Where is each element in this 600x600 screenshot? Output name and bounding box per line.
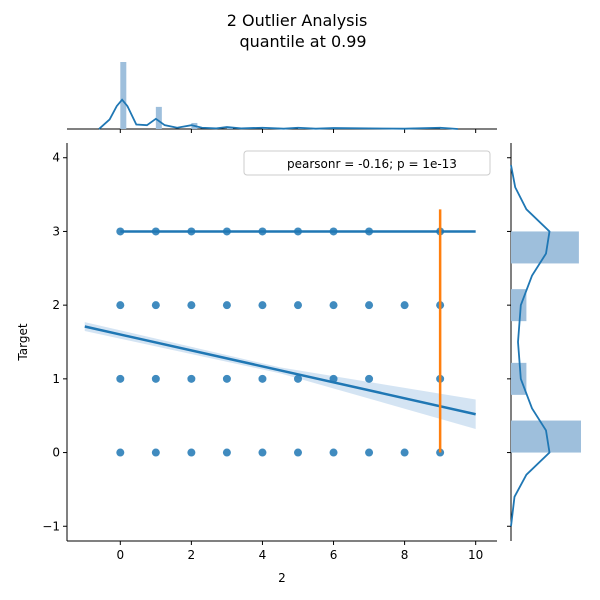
y-tick-label: 1 xyxy=(52,372,60,386)
scatter-point xyxy=(258,448,267,457)
scatter-point xyxy=(222,301,231,310)
top-kde-curve xyxy=(98,98,458,130)
right-histogram-bar xyxy=(511,231,579,264)
main-scatter-plot: 0 2 4 6 8 10 −1 0 1 2 3 4 xyxy=(42,143,497,562)
scatter-point xyxy=(116,301,125,310)
x-tick-label: 4 xyxy=(259,548,267,562)
legend-text: pearsonr = -0.16; p = 1e-13 xyxy=(287,157,457,171)
x-tick-label: 6 xyxy=(330,548,338,562)
scatter-point xyxy=(329,301,338,310)
scatter-point xyxy=(116,374,125,383)
scatter-point xyxy=(151,301,160,310)
x-axis-label: 2 xyxy=(278,571,286,585)
x-tick-label: 8 xyxy=(401,548,409,562)
scatter-point xyxy=(400,448,409,457)
scatter-point xyxy=(293,301,302,310)
top-histogram-bar xyxy=(120,62,127,129)
scatter-point xyxy=(116,448,125,457)
right-histogram-bar xyxy=(511,362,527,395)
right-histogram-bar xyxy=(511,420,581,453)
chart-title-line2: quantile at 0.99 xyxy=(239,32,366,51)
scatter-point xyxy=(151,448,160,457)
scatter-point xyxy=(151,374,160,383)
top-histogram-bar xyxy=(155,106,162,129)
scatter-point xyxy=(187,374,196,383)
chart-title-line1: 2 Outlier Analysis xyxy=(227,11,368,30)
scatter-point xyxy=(222,448,231,457)
scatter-point xyxy=(365,301,374,310)
scatter-point xyxy=(293,374,302,383)
scatter-point xyxy=(187,301,196,310)
legend: pearsonr = -0.16; p = 1e-13 xyxy=(243,150,491,176)
x-tick-label: 2 xyxy=(188,548,196,562)
top-marginal-histogram xyxy=(67,62,497,133)
y-tick-label: −1 xyxy=(42,519,60,533)
regression-line xyxy=(84,325,476,416)
scatter-point xyxy=(365,448,374,457)
x-tick-label: 0 xyxy=(116,548,124,562)
scatter-point xyxy=(258,301,267,310)
scatter-point xyxy=(329,448,338,457)
y-tick-label: 4 xyxy=(52,151,60,165)
scatter-point xyxy=(400,301,409,310)
scatter-point xyxy=(293,448,302,457)
y-tick-label: 2 xyxy=(52,298,60,312)
right-kde-curve xyxy=(510,164,551,527)
scatter-point xyxy=(187,448,196,457)
y-tick-label: 0 xyxy=(52,446,60,460)
legend-box xyxy=(243,150,491,176)
right-histogram-bar xyxy=(511,289,527,322)
y-tick-label: 3 xyxy=(52,224,60,238)
confidence-band xyxy=(84,322,476,429)
scatter-point xyxy=(258,374,267,383)
scatter-point xyxy=(222,374,231,383)
right-marginal-histogram xyxy=(507,143,581,541)
scatter-point xyxy=(365,374,374,383)
x-tick-label: 10 xyxy=(468,548,483,562)
y-axis-label: Target xyxy=(16,323,30,361)
